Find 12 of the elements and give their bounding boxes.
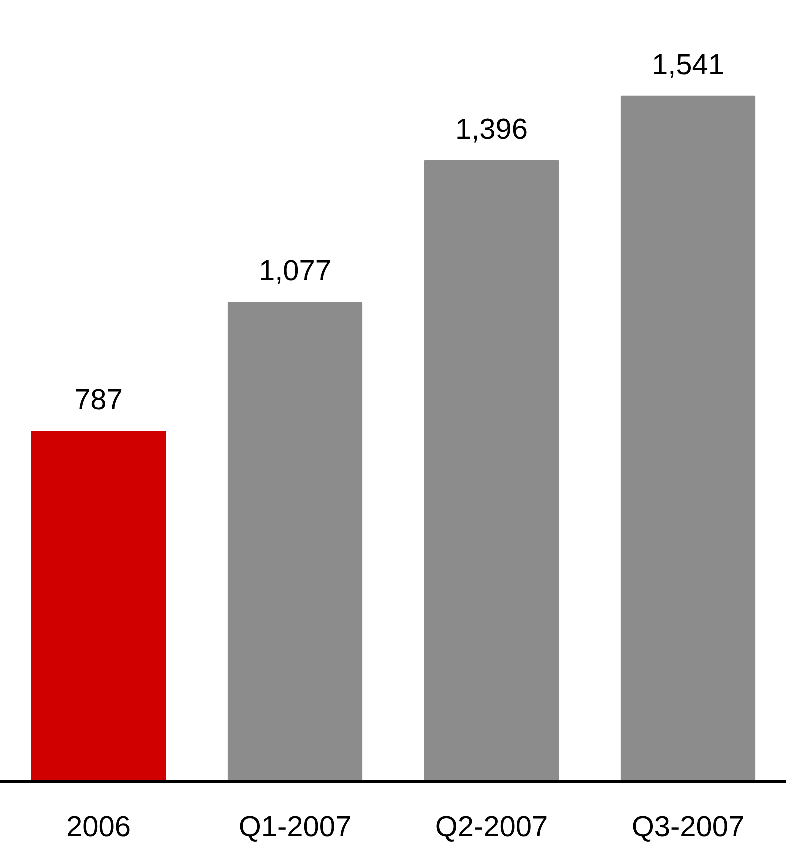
bar: [228, 302, 363, 782]
bar: [424, 160, 560, 782]
data-label: 787: [74, 384, 123, 417]
data-label: 1,077: [258, 256, 332, 288]
data-label: 1,541: [652, 49, 725, 82]
x-tick-label: Q1-2007: [238, 812, 352, 844]
bar: [31, 431, 166, 782]
x-tick-label: 2006: [66, 812, 132, 844]
bar: [620, 96, 756, 782]
x-tick-label: Q3-2007: [632, 812, 745, 844]
x-tick-label: Q2-2007: [435, 812, 548, 844]
data-label: 1,396: [455, 114, 528, 146]
